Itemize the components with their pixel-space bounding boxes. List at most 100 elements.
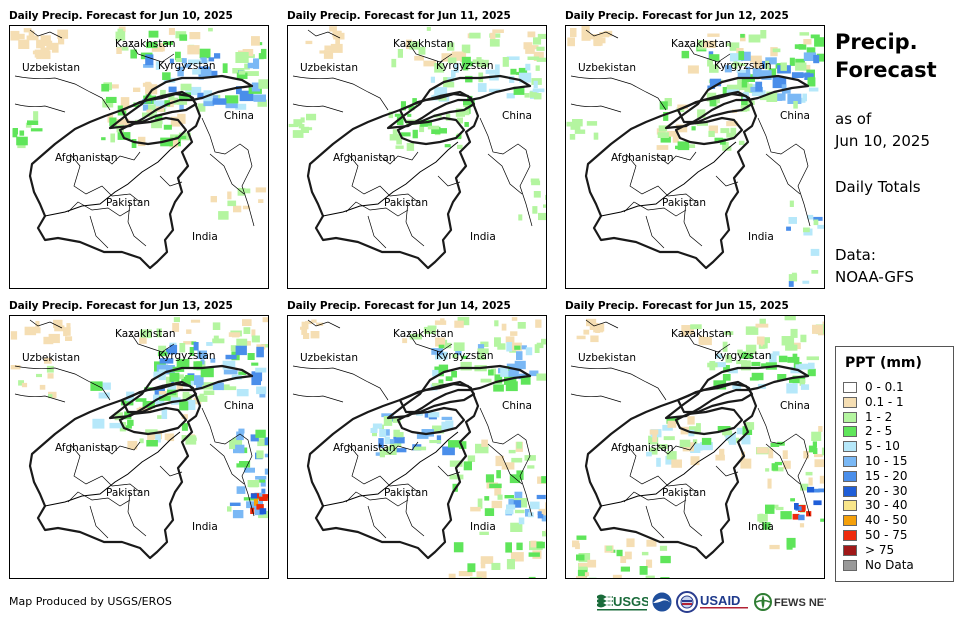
precip-cell: [167, 384, 177, 390]
precip-cell: [251, 378, 261, 386]
map-label-kazakhstan: Kazakhstan: [671, 328, 732, 340]
precip-cell: [435, 337, 446, 347]
precip-cell: [298, 124, 305, 129]
precip-cell: [225, 103, 238, 109]
precip-cell: [139, 337, 147, 344]
side-title-line1: Precip.: [835, 30, 918, 54]
legend-swatch: [843, 411, 857, 423]
precip-cell: [748, 34, 761, 43]
precip-cell: [190, 319, 201, 323]
precip-cell: [784, 316, 796, 321]
precip-cell: [587, 559, 597, 568]
map-label-india: India: [192, 231, 218, 243]
precip-cell: [769, 353, 777, 363]
precip-cell: [148, 104, 156, 111]
precip-cell: [800, 334, 807, 343]
precip-cell: [182, 376, 191, 387]
precip-cell: [146, 41, 158, 49]
precip-cell: [658, 444, 668, 449]
precip-cell: [510, 522, 523, 532]
admin-boundary: [405, 201, 425, 247]
precip-cell: [193, 361, 203, 370]
legend-swatch: [843, 382, 857, 393]
precip-cell: [772, 48, 781, 53]
precip-cell: [233, 205, 242, 213]
precip-cell: [485, 69, 497, 74]
precip-cell: [514, 509, 525, 514]
precip-cell: [111, 84, 119, 89]
precip-cell: [200, 359, 205, 365]
legend-label: 2 - 5: [865, 424, 893, 439]
admin-boundary: [437, 465, 461, 477]
precip-cell: [656, 145, 669, 150]
precip-cell: [708, 130, 715, 137]
precip-cell: [697, 40, 707, 50]
admin-boundary: [69, 153, 141, 203]
precip-cell: [255, 476, 267, 480]
precip-cell: [452, 354, 458, 359]
precip-cell: [292, 130, 304, 138]
admin-boundary: [685, 331, 731, 353]
precip-cell: [755, 323, 769, 328]
precip-cell: [720, 128, 730, 134]
precip-cell: [193, 342, 199, 351]
precip-cell: [396, 137, 402, 145]
precip-cell: [101, 83, 110, 92]
precip-cell: [709, 64, 719, 73]
precip-cell: [667, 420, 677, 428]
precip-cell: [786, 226, 791, 231]
precip-cell: [788, 217, 797, 224]
precip-cell: [408, 105, 415, 111]
precip-cell: [505, 336, 515, 343]
precip-cell: [590, 335, 599, 343]
precip-cell: [478, 349, 484, 359]
precip-cell: [441, 416, 453, 420]
legend-swatch: [843, 559, 857, 571]
precip-cell: [245, 71, 259, 76]
precip-cell: [808, 445, 817, 453]
precip-cell: [239, 461, 251, 468]
precip-cell: [599, 32, 610, 38]
legend-label: 20 - 30: [865, 483, 908, 498]
precip-cell: [781, 84, 787, 93]
map-label-afghanistan: Afghanistan: [333, 442, 396, 454]
precip-cell: [27, 120, 39, 125]
precip-cell: [510, 552, 524, 562]
precip-cell: [791, 72, 804, 78]
precip-cell: [310, 331, 320, 339]
precip-cell: [46, 365, 54, 373]
precip-cell: [447, 57, 457, 64]
precip-cell: [504, 495, 514, 499]
country-border: [600, 431, 737, 507]
precip-cell: [657, 132, 669, 138]
precip-cell: [197, 92, 205, 100]
precip-cell: [808, 477, 813, 486]
map-label-pakistan: Pakistan: [106, 487, 150, 499]
precip-cell: [21, 382, 28, 388]
forecast-panel-1: Daily Precip. Forecast for Jun 10, 2025 …: [9, 10, 269, 290]
precip-cell: [460, 361, 472, 371]
region-boundary: [674, 406, 744, 436]
precip-cell: [243, 497, 254, 501]
precip-cell: [780, 62, 787, 71]
precip-cell: [494, 320, 499, 327]
precip-cell: [303, 333, 310, 339]
map-canvas: [10, 317, 268, 560]
precip-cell: [227, 506, 232, 512]
precip-cell: [420, 119, 432, 127]
precip-cell: [808, 87, 819, 92]
precip-cell: [256, 346, 264, 358]
admin-boundary: [292, 393, 344, 403]
precip-cell: [199, 393, 205, 400]
precip-cell: [199, 48, 211, 59]
precip-cell: [646, 451, 652, 457]
precip-cell: [821, 447, 824, 456]
precip-cell: [431, 348, 444, 355]
precip-cell: [500, 367, 509, 377]
logo-strip: USGS USAID FEWS NET: [596, 590, 831, 614]
admin-boundary: [379, 441, 419, 455]
precip-cell: [624, 551, 632, 560]
precip-cell: [210, 196, 217, 203]
precip-cell: [646, 539, 657, 547]
